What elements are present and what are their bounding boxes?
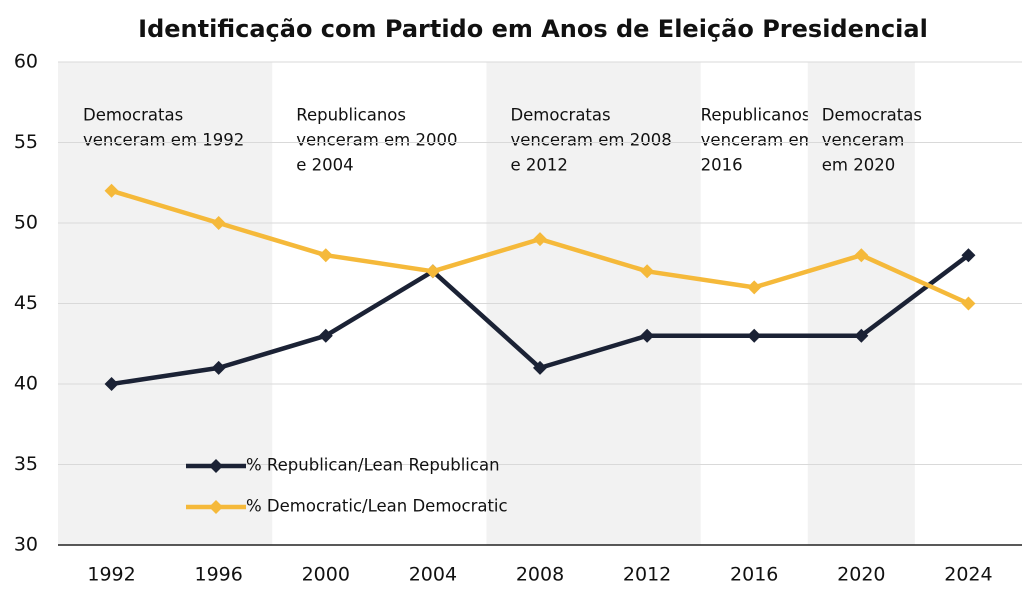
marker xyxy=(318,328,333,343)
marker xyxy=(533,232,547,247)
legend-label: % Democratic/Lean Democratic xyxy=(246,497,508,516)
marker xyxy=(961,296,976,311)
annotation: venceram xyxy=(822,131,905,150)
y-tick-label: 40 xyxy=(14,373,38,395)
marker xyxy=(104,183,119,198)
marker xyxy=(211,216,226,230)
annotation: e 2004 xyxy=(296,156,353,175)
legend-marker xyxy=(209,459,223,473)
y-tick-label: 60 xyxy=(14,51,38,73)
annotation: venceram em 2008 xyxy=(510,131,671,150)
legend-marker xyxy=(209,500,223,514)
annotation: Democratas xyxy=(822,106,922,125)
marker xyxy=(425,264,440,279)
x-tick-label: 2008 xyxy=(516,564,564,586)
annotation: Democratas xyxy=(83,106,183,125)
x-tick-label: 2004 xyxy=(409,564,457,586)
x-tick-label: 2012 xyxy=(623,564,671,586)
legend-label: % Republican/Lean Republican xyxy=(246,456,500,475)
y-tick-label: 35 xyxy=(14,453,38,475)
marker xyxy=(854,248,869,263)
y-tick-label: 50 xyxy=(14,212,38,234)
x-tick-label: 1996 xyxy=(194,564,242,586)
annotation: venceram em 1992 xyxy=(83,131,244,150)
annotation: 2016 xyxy=(701,156,743,175)
annotation: venceram em 2000 xyxy=(296,131,457,150)
x-tick-label: 2020 xyxy=(837,564,885,586)
marker xyxy=(318,248,333,263)
marker xyxy=(747,328,762,343)
x-tick-label: 1992 xyxy=(87,564,135,586)
y-tick-label: 30 xyxy=(14,534,38,556)
annotation: venceram em xyxy=(701,131,815,150)
marker xyxy=(747,280,762,295)
x-tick-label: 2024 xyxy=(944,564,992,586)
y-tick-label: 55 xyxy=(14,131,38,153)
annotation: Democratas xyxy=(510,106,610,125)
marker xyxy=(854,328,869,343)
chart-title: Identificação com Partido em Anos de Ele… xyxy=(138,15,928,43)
marker xyxy=(104,377,119,391)
annotation: Republicanos xyxy=(296,106,406,125)
marker xyxy=(640,328,655,343)
x-tick-label: 2000 xyxy=(302,564,350,586)
annotation: e 2012 xyxy=(510,156,567,175)
marker xyxy=(533,360,547,375)
y-tick-label: 45 xyxy=(14,292,38,314)
annotation: em 2020 xyxy=(822,156,895,175)
annotation: Republicanos xyxy=(701,106,811,125)
x-tick-label: 2016 xyxy=(730,564,778,586)
marker xyxy=(211,360,226,375)
marker xyxy=(640,264,655,279)
marker xyxy=(961,248,976,263)
